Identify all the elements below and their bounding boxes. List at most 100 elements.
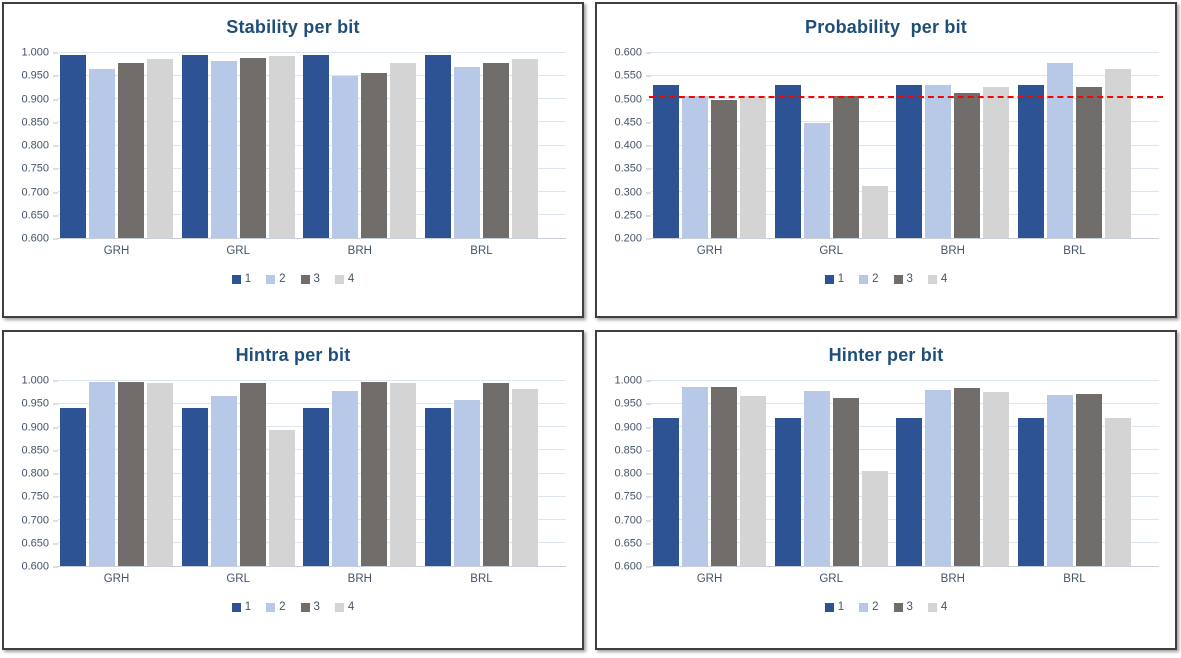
bar-group-grh [653,53,766,238]
x-axis-label-grh: GRH [696,245,723,257]
y-tick-label: 0.950 [21,397,49,410]
x-axis-label-grl: GRL [819,573,843,585]
y-tick-label: 0.750 [21,490,49,503]
legend-swatch-icon [859,274,869,284]
legend-swatch-icon [266,602,276,612]
legend-swatch-icon [893,602,903,612]
bar-series-4-grh [147,58,173,238]
legend-label: 2 [279,273,286,285]
bar-series-1-brh [896,417,923,566]
bar-series-1-brh [303,55,330,238]
chart-panel-hinter: Hinter per bit 0.600 0.650 0.700 0.750 0.800… [595,330,1177,650]
y-tick-label: 0.950 [21,69,49,82]
y-tick-label: 0.600 [614,560,642,573]
chart-panel-stability: Stability per bit 0.600 0.650 0.700 0.750 0.… [2,2,584,318]
x-axis-label-brh: BRH [940,245,965,257]
x-axis-label-brh: BRH [347,245,372,257]
x-axis-label-grl: GRL [226,573,250,585]
legend: 1 2 3 4 [4,601,582,613]
legend-swatch-icon [334,274,344,284]
x-axis-label-grh: GRH [696,573,723,585]
chart-body: 0.200 0.250 0.300 0.350 0.400 0.450 0.500 0.550… [597,47,1175,244]
legend-label: 4 [940,273,948,285]
bar-series-2-brl [453,67,480,238]
legend-swatch-icon [266,274,276,284]
y-tick-mark [53,380,58,382]
legend-item-3: 3 [300,273,320,285]
y-tick-label: 0.550 [614,69,642,82]
x-axis-labels: GRH GRL BRH BRL [651,245,1159,257]
y-tick-mark [53,520,58,521]
legend-label: 4 [347,273,355,285]
y-tick-label: 0.450 [614,116,642,129]
legend-item-3: 3 [893,601,913,613]
legend-swatch-icon [927,274,937,284]
legend-label: 4 [347,601,355,613]
bar-series-2-brh [925,390,952,566]
y-tick-mark [646,99,651,100]
x-axis-labels: GRH GRL BRH BRL [58,573,566,585]
x-axis-label-grh: GRH [103,573,130,585]
y-tick-label: 0.800 [21,139,49,152]
legend-item-3: 3 [893,273,913,285]
bar-series-4-brl [1104,69,1131,238]
y-tick-label: 1.000 [21,46,49,59]
legend-swatch-icon [300,274,310,284]
bar-group-brl [1017,381,1131,566]
bar-series-4-grl [861,185,888,238]
bar-series-2-grl [803,390,830,566]
plot-area [651,380,1159,567]
legend: 1 2 3 4 [597,601,1175,613]
y-tick-label: 0.350 [614,162,642,175]
bar-series-4-grl [861,470,888,566]
bar-series-4-brh [983,392,1010,566]
y-tick-mark [646,403,651,405]
bar-series-1-brl [424,408,451,566]
y-tick-mark [53,99,58,100]
chart-title: Hintra per bit [235,345,351,365]
bar-series-4-brh [390,383,417,566]
y-tick-mark [646,380,651,382]
y-tick-mark [53,122,58,124]
x-axis-label-brl: BRL [470,573,493,585]
legend-item-2: 2 [266,273,286,285]
bar-series-3-brl [1075,393,1102,566]
y-tick-mark [53,75,58,77]
x-axis-label-brh: BRH [940,573,965,585]
bar-series-1-grl [181,55,208,238]
y-tick-mark [646,496,651,498]
legend-label: 2 [872,601,879,613]
x-axis-label-brl: BRL [1063,245,1086,257]
y-tick-mark [53,403,58,405]
bar-series-2-brl [453,399,480,566]
y-tick-mark [53,473,58,475]
bar-series-4-grh [740,396,766,566]
bar-series-3-grh [118,63,144,238]
y-tick-label: 1.000 [614,374,642,387]
legend: 1 2 3 4 [4,273,582,285]
bar-series-4-brh [983,87,1010,238]
bar-series-3-grl [832,397,859,566]
legend-swatch-icon [893,274,903,284]
bar-group-brl [424,53,538,238]
legend-item-1: 1 [231,273,251,285]
y-tick-mark [646,75,651,77]
y-tick-mark [646,450,651,452]
y-tick-mark [646,192,651,193]
legend-label: 4 [940,601,948,613]
bar-series-2-brl [1046,62,1073,238]
y-tick-label: 0.800 [21,467,49,480]
legend-swatch-icon [859,602,869,612]
legend-item-4: 4 [334,273,355,285]
legend-swatch-icon [824,274,834,284]
y-tick-label: 0.900 [614,421,642,433]
plot-area [58,380,566,567]
y-tick-label: 0.700 [21,514,49,526]
gridline [651,75,1159,77]
bar-group-grl [181,381,295,566]
bar-series-3-brh [954,388,981,566]
gridline [58,380,566,381]
y-tick-label: 0.650 [614,537,642,550]
x-axis-label-brl: BRL [470,245,493,257]
